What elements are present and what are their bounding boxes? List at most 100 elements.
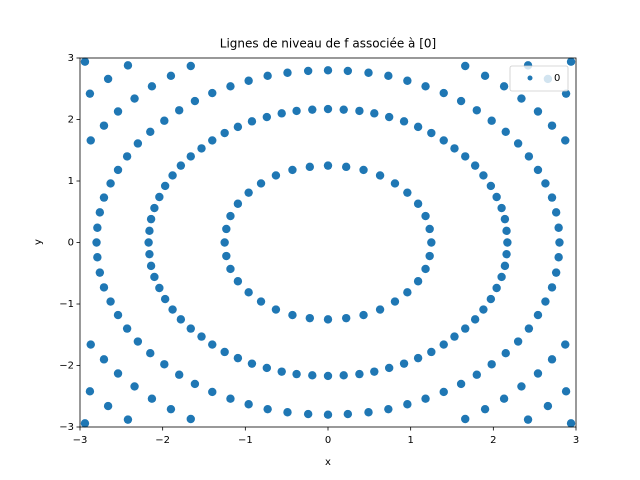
point: [146, 127, 155, 136]
point: [113, 107, 123, 116]
point: [95, 268, 105, 277]
point: [113, 369, 123, 378]
point: [551, 268, 561, 277]
y-tick-label: 0: [68, 238, 74, 249]
point: [499, 394, 509, 403]
point: [486, 294, 496, 304]
point: [99, 355, 109, 364]
point: [226, 264, 235, 274]
point: [277, 367, 286, 376]
point: [561, 136, 570, 145]
x-tick-label: 2: [490, 435, 496, 446]
point: [99, 283, 109, 292]
point: [502, 226, 511, 236]
point: [197, 332, 206, 341]
point: [541, 297, 550, 306]
point: [303, 66, 313, 76]
legend-box: [509, 65, 569, 92]
point: [122, 152, 132, 161]
point: [133, 139, 143, 148]
point: [370, 109, 379, 118]
point: [103, 401, 113, 411]
point: [166, 71, 176, 81]
point: [323, 66, 333, 75]
point: [233, 122, 243, 132]
point: [461, 324, 470, 333]
x-tick-label: −2: [155, 435, 170, 446]
point: [303, 409, 313, 419]
point: [113, 165, 123, 175]
point: [461, 61, 470, 71]
point: [384, 71, 393, 81]
point: [399, 117, 409, 126]
point: [244, 400, 253, 409]
point: [283, 408, 292, 417]
point: [208, 387, 217, 397]
point: [93, 223, 102, 232]
point: [186, 324, 195, 333]
point: [524, 324, 534, 333]
x-tick-label: −1: [238, 435, 253, 446]
point: [86, 340, 95, 349]
point: [308, 105, 317, 114]
point: [480, 404, 490, 414]
point: [524, 152, 534, 161]
point: [501, 349, 510, 358]
point: [413, 277, 423, 286]
point: [427, 238, 436, 247]
point: [470, 161, 480, 170]
point: [292, 106, 301, 116]
point: [226, 211, 235, 221]
point: [439, 136, 448, 145]
point: [555, 238, 564, 247]
point: [168, 305, 177, 314]
point: [323, 161, 333, 170]
point: [403, 76, 412, 85]
point: [427, 347, 436, 357]
point: [384, 112, 394, 122]
point: [220, 347, 229, 357]
point: [566, 57, 576, 66]
point: [93, 253, 102, 262]
point: [486, 181, 496, 191]
point: [543, 401, 553, 411]
point: [233, 277, 243, 286]
point: [155, 192, 164, 202]
point: [341, 162, 351, 172]
point: [370, 367, 379, 376]
point: [439, 88, 448, 98]
point: [359, 310, 368, 320]
point: [186, 61, 195, 71]
point: [359, 165, 368, 175]
point: [145, 249, 154, 259]
point: [160, 116, 169, 125]
point: [80, 419, 90, 428]
point: [561, 340, 570, 349]
point: [384, 363, 394, 373]
point: [355, 106, 364, 116]
point: [533, 369, 543, 378]
point: [479, 171, 488, 180]
point: [541, 179, 550, 188]
point: [561, 387, 571, 396]
point: [470, 315, 480, 324]
point: [399, 359, 409, 368]
point: [480, 71, 490, 81]
y-tick-label: −1: [59, 299, 74, 310]
point: [492, 283, 501, 293]
point: [425, 224, 434, 234]
point: [146, 261, 156, 271]
legend: 0: [509, 65, 569, 92]
point: [561, 89, 571, 98]
point: [384, 404, 393, 414]
point: [554, 253, 563, 262]
point: [421, 394, 430, 403]
point: [497, 203, 506, 213]
point: [413, 353, 423, 363]
point: [147, 82, 157, 91]
plot-area: [80, 57, 576, 428]
point: [566, 419, 576, 428]
y-axis-label: y: [33, 239, 44, 245]
point: [403, 288, 412, 297]
point: [130, 94, 139, 103]
